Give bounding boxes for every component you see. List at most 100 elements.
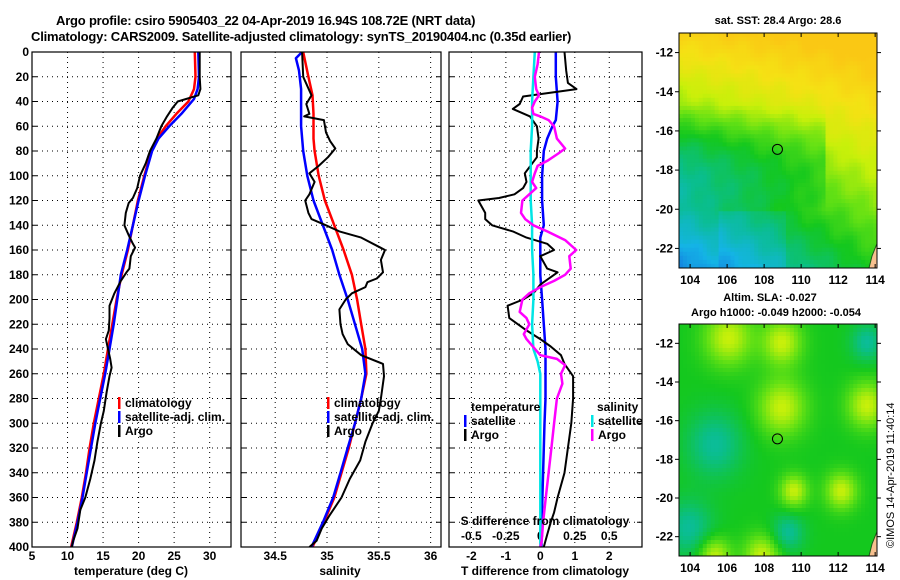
depth-tick-label: 160 xyxy=(9,243,29,257)
legend-swatch xyxy=(118,425,121,437)
depth-tick-label: 400 xyxy=(9,540,29,554)
legend-swatch xyxy=(591,429,594,441)
depth-tick-label: 80 xyxy=(16,144,30,158)
plot-title-line1: Argo profile: csiro 5905403_22 04-Apr-20… xyxy=(56,13,476,28)
legend-label: Argo xyxy=(125,424,153,438)
legend-swatch xyxy=(327,425,330,437)
map-lon-label: 112 xyxy=(828,561,848,575)
depth-tick-label: 180 xyxy=(9,268,29,282)
depth-tick-label: 100 xyxy=(9,169,29,183)
temperature-xlabel: temperature (deg C) xyxy=(74,564,188,578)
x-tick-label: 0 xyxy=(537,549,544,563)
x-tick-label: 15 xyxy=(96,549,110,563)
plot-frame xyxy=(240,51,442,548)
difference-panel: -2 -1 0 1 2-0.5 -0.25 0 0.25 0.5temperaturesatel… xyxy=(448,51,643,563)
x-tick-label: 35 xyxy=(320,549,334,563)
depth-tick-label: 380 xyxy=(9,515,29,529)
depth-tick-label: 300 xyxy=(9,416,29,430)
legend-label: Argo xyxy=(598,428,626,442)
series-temperature-argo xyxy=(477,52,578,547)
depth-tick-label: 40 xyxy=(16,95,30,109)
depth-tick-label: 260 xyxy=(9,367,29,381)
secondary-x-tick-label: -0.25 xyxy=(492,529,520,543)
map-lat-label: -14 xyxy=(656,375,674,389)
map-lon-label: 108 xyxy=(754,273,774,287)
legend-label: satellite xyxy=(598,414,643,428)
x-tick-label: 30 xyxy=(203,549,217,563)
legend-group-title: temperature xyxy=(471,400,541,414)
map-field xyxy=(679,33,877,268)
legend-label: Argo xyxy=(471,428,499,442)
legend-swatch xyxy=(464,415,467,427)
map-frame xyxy=(678,32,878,269)
x-tick-label: 36 xyxy=(424,549,438,563)
map-lon-label: 108 xyxy=(754,561,774,575)
depth-tick-label: 140 xyxy=(9,218,29,232)
sla-map-title-line2: Argo h1000: -0.049 h2000: -0.054 xyxy=(691,307,862,319)
map-lat-label: -12 xyxy=(656,46,674,60)
legend-swatch xyxy=(118,411,121,423)
map-lat-label: -18 xyxy=(656,452,674,466)
x-tick-label: 35.5 xyxy=(367,549,391,563)
depth-tick-label: 220 xyxy=(9,317,29,331)
series-argo xyxy=(70,52,202,547)
depth-tick-label: 240 xyxy=(9,342,29,356)
salinity-difference-label: S difference from climatology xyxy=(461,514,630,528)
legend-swatch xyxy=(464,429,467,441)
map-lat-label: -16 xyxy=(656,124,674,138)
map-lon-label: 110 xyxy=(791,273,811,287)
argo-float-marker xyxy=(771,143,783,155)
plot-frame xyxy=(31,51,232,548)
legend-label: Argo xyxy=(334,424,362,438)
legend-label: satellite xyxy=(471,414,516,428)
depth-tick-label: 320 xyxy=(9,441,29,455)
plot-area xyxy=(32,52,231,547)
map-lon-label: 114 xyxy=(865,561,885,575)
sst-map-title: sat. SST: 28.4 Argo: 28.6 xyxy=(715,15,842,27)
map-lon-label: 104 xyxy=(680,561,700,575)
plot-area xyxy=(449,52,642,547)
map-lon-label: 104 xyxy=(680,273,700,287)
map-lon-label: 110 xyxy=(791,561,811,575)
series-salinity-satellite xyxy=(529,52,542,547)
map-lat-label: -14 xyxy=(656,85,674,99)
salinity-xlabel: salinity xyxy=(319,564,361,578)
depth-tick-label: 280 xyxy=(9,392,29,406)
depth-tick-label: 120 xyxy=(9,194,29,208)
series-satellite-adj-clim- xyxy=(294,52,367,547)
x-tick-label: 1 xyxy=(571,549,578,563)
series-satellite-adj-clim- xyxy=(70,52,201,547)
x-tick-label: 5 xyxy=(29,549,36,563)
map-lat-label: -22 xyxy=(656,530,674,544)
plot-frame xyxy=(448,51,643,548)
map-lon-label: 106 xyxy=(717,561,737,575)
imos-credit: ©IMOS 14-Apr-2019 11:40:14 xyxy=(885,403,897,548)
depth-tick-label: 0 xyxy=(22,45,29,59)
sla-map-panel: 104 106 108 110 112 114 -12 -14 -16 -18 -20 -22 xyxy=(656,323,885,575)
sla-map-title-line1: Altim. SLA: -0.027 xyxy=(723,292,817,304)
secondary-x-tick-label: 0.25 xyxy=(563,529,587,543)
map-lat-label: -16 xyxy=(656,414,674,428)
map-lon-label: 106 xyxy=(717,273,737,287)
depth-tick-label: 360 xyxy=(9,491,29,505)
depth-tick-label: 20 xyxy=(16,70,30,84)
map-lat-label: -20 xyxy=(656,202,674,216)
x-tick-label: 2 xyxy=(606,549,613,563)
legend-label: climatology xyxy=(334,396,401,410)
legend-label: satellite-adj. clim. xyxy=(334,410,434,424)
depth-tick-label: 200 xyxy=(9,293,29,307)
legend-swatch xyxy=(118,397,121,409)
secondary-x-tick-label: 0.5 xyxy=(601,529,618,543)
depth-tick-label: 60 xyxy=(16,119,30,133)
legend-swatch xyxy=(591,415,594,427)
legend-swatch xyxy=(327,397,330,409)
map-field xyxy=(679,324,877,556)
series-salinity-argo xyxy=(518,52,578,547)
map-frame xyxy=(678,323,878,557)
x-tick-label: -1 xyxy=(501,549,512,563)
map-lon-label: 114 xyxy=(865,273,885,287)
x-tick-label: 34.5 xyxy=(264,549,288,563)
x-tick-label: 20 xyxy=(132,549,146,563)
